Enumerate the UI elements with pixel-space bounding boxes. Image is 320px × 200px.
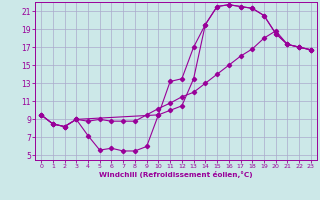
X-axis label: Windchill (Refroidissement éolien,°C): Windchill (Refroidissement éolien,°C) <box>99 171 253 178</box>
